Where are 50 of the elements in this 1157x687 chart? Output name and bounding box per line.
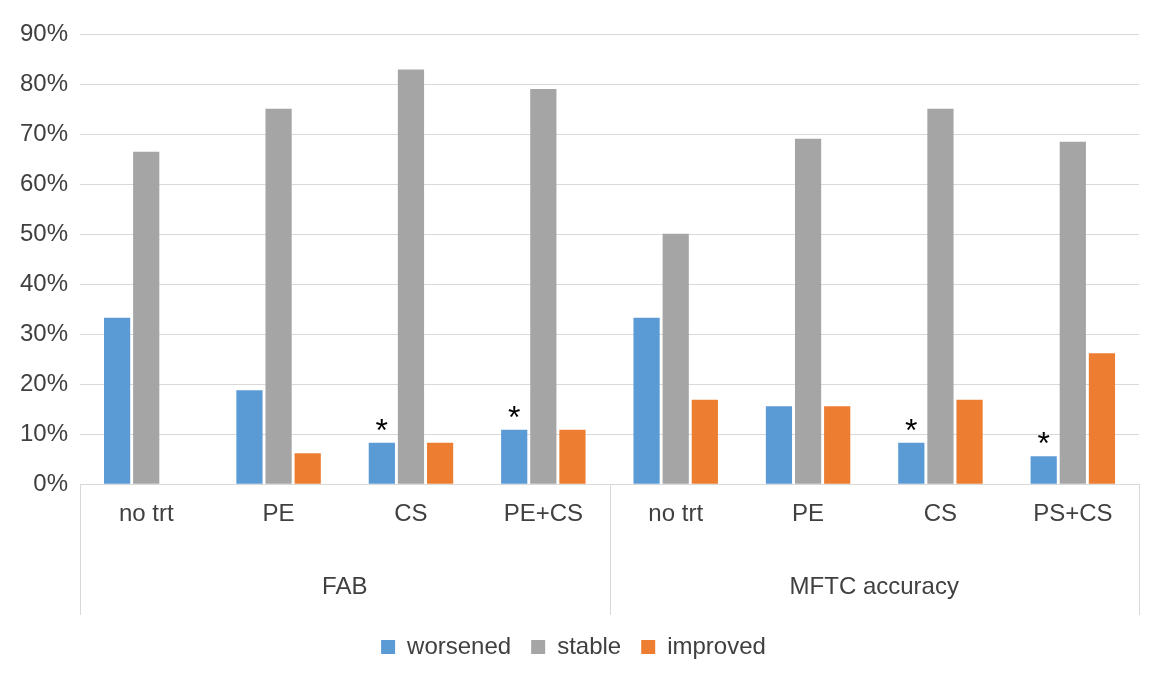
x-tick-label: no trt <box>118 499 174 527</box>
bar <box>794 138 822 484</box>
x-tick-label: PE <box>792 499 825 527</box>
bar <box>426 442 454 484</box>
bar <box>824 406 851 484</box>
bar <box>927 108 954 484</box>
x-tick-label: no trt <box>648 499 704 527</box>
bar <box>956 399 983 484</box>
bar <box>133 151 160 484</box>
bar <box>368 442 395 484</box>
x-tick-label: PE+CS <box>503 499 584 527</box>
annotation: * <box>905 411 918 448</box>
legend-label: worsened <box>406 631 512 659</box>
x-tick-label: CS <box>923 499 958 527</box>
bar <box>691 399 718 484</box>
bar <box>501 429 528 484</box>
x-tick-label: CS <box>394 499 428 527</box>
y-tick-label: 10% <box>19 418 69 446</box>
bar <box>236 390 263 484</box>
bar <box>530 88 557 484</box>
bar <box>294 453 321 484</box>
bar <box>103 317 131 484</box>
bar <box>662 233 689 484</box>
y-tick-label: 60% <box>19 168 69 196</box>
bar <box>397 69 425 484</box>
bar <box>765 406 793 484</box>
bar <box>1030 456 1057 484</box>
bar <box>1088 353 1116 484</box>
text: FAB <box>322 571 368 599</box>
y-tick-label: 80% <box>19 69 69 96</box>
x-tick-label: PS+CS <box>1033 499 1113 527</box>
y-tick-label: 30% <box>19 318 69 346</box>
y-tick-label: 90% <box>19 19 69 47</box>
bar <box>1059 141 1086 484</box>
annotation: * <box>507 398 521 435</box>
y-tick-label: 20% <box>19 368 69 396</box>
legend-label: stable <box>557 631 622 659</box>
bar <box>898 442 925 484</box>
annotation: * <box>375 411 389 448</box>
y-tick-label: 0% <box>33 468 69 496</box>
text: MFTC accuracy <box>789 571 959 599</box>
bar <box>559 429 586 484</box>
legend-label: improved <box>667 631 766 659</box>
bar <box>633 317 660 484</box>
bar <box>265 108 292 484</box>
x-tick-label: PE <box>262 499 295 527</box>
y-tick-label: 50% <box>19 218 69 246</box>
y-tick-label: 70% <box>19 118 69 146</box>
y-tick-label: 40% <box>19 268 69 296</box>
annotation: * <box>1037 425 1050 462</box>
